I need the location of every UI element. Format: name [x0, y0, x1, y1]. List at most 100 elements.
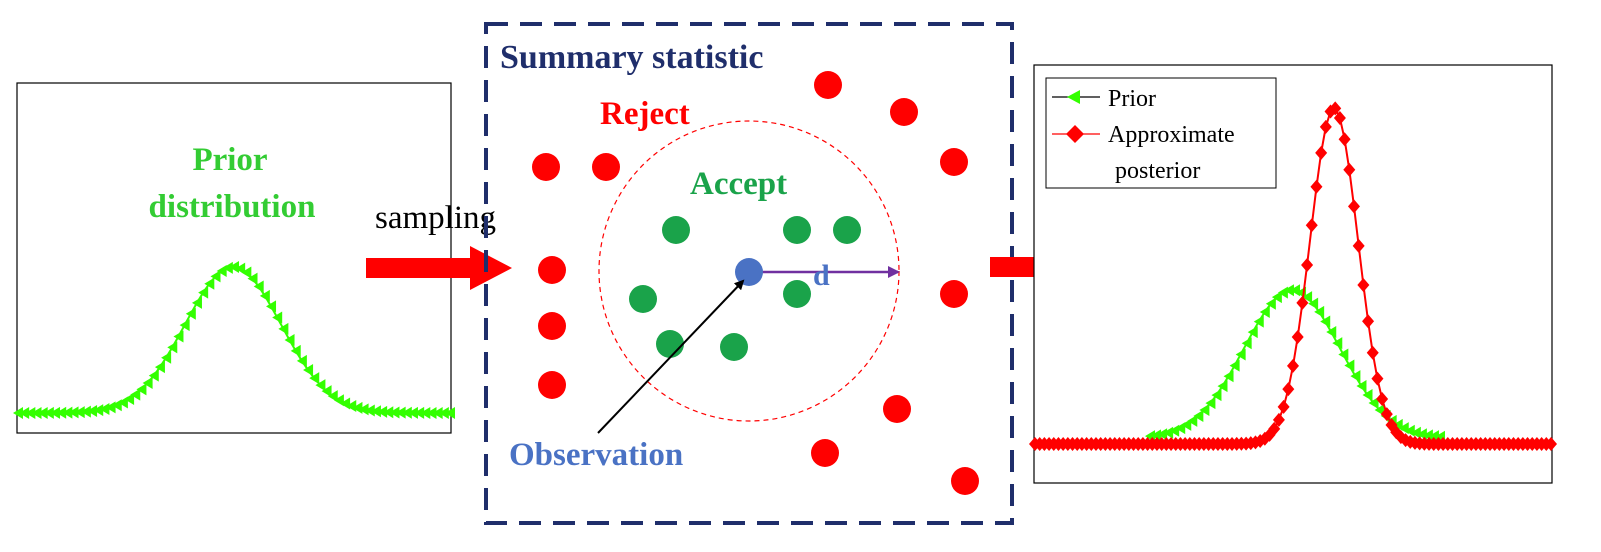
posterior-marker	[1347, 199, 1360, 214]
posterior-marker	[1319, 119, 1332, 134]
prior-marker	[1229, 359, 1240, 372]
rejected-sample	[883, 395, 911, 423]
prior-marker	[87, 405, 98, 418]
accepted-sample	[662, 216, 690, 244]
prior-marker	[303, 364, 314, 377]
prior-marker	[1271, 291, 1282, 304]
prior-marker	[272, 311, 283, 324]
posterior-marker	[1371, 371, 1384, 386]
prior-marker	[229, 261, 239, 274]
prior-marker	[266, 300, 277, 313]
prior-marker	[167, 341, 178, 354]
prior-title-line2: distribution	[149, 189, 316, 225]
prior-marker	[50, 406, 61, 419]
accepted-sample	[720, 333, 748, 361]
prior-marker	[56, 406, 67, 419]
rejected-sample	[538, 312, 566, 340]
prior-marker	[1265, 297, 1276, 310]
posterior-panel: Prior Approximate posterior	[1029, 64, 1557, 484]
posterior-marker	[1315, 145, 1328, 160]
prior-marker	[296, 354, 307, 367]
rejected-sample	[592, 153, 620, 181]
rejected-sample	[538, 256, 566, 284]
summary-panel: Summary statistic Reject Accept	[484, 22, 1014, 525]
accept-label: Accept	[690, 166, 787, 202]
prior-marker	[161, 351, 172, 364]
prior-marker	[43, 406, 54, 419]
prior-marker	[198, 286, 209, 299]
prior-marker	[191, 296, 202, 309]
rejected-sample	[532, 153, 560, 181]
prior-marker	[1332, 337, 1343, 350]
sampling-label: sampling	[375, 200, 496, 236]
prior-marker	[1223, 370, 1234, 383]
prior-marker	[438, 406, 449, 419]
rejected-sample	[940, 280, 968, 308]
prior-marker	[370, 405, 381, 418]
prior-title-line1: Prior	[192, 142, 267, 178]
accepted-sample	[629, 285, 657, 313]
accepted-sample	[783, 280, 811, 308]
prior-marker	[401, 406, 412, 419]
prior-marker	[37, 406, 48, 419]
posterior-marker	[1305, 218, 1318, 233]
distance-label: d	[813, 259, 830, 292]
observation-pointer-arrow	[597, 279, 745, 434]
prior-marker	[235, 262, 246, 275]
prior-marker	[1247, 326, 1258, 339]
prior-curve-right-markers	[1145, 284, 1445, 443]
prior-marker	[309, 372, 320, 385]
legend-prior-marker	[1067, 90, 1080, 104]
prior-marker	[1163, 426, 1174, 439]
prior-marker	[1181, 418, 1192, 431]
prior-marker	[247, 272, 258, 285]
prior-marker	[1344, 359, 1355, 372]
posterior-marker	[1380, 407, 1393, 422]
prior-marker	[414, 406, 425, 419]
prior-marker	[1368, 397, 1379, 410]
prior-marker	[204, 277, 215, 290]
posterior-marker	[1343, 162, 1356, 177]
posterior-marker	[1352, 238, 1365, 253]
prior-marker	[1235, 348, 1246, 361]
posterior-marker	[1545, 437, 1557, 451]
prior-marker	[1356, 380, 1367, 393]
prior-marker	[68, 406, 79, 419]
summary-title: Summary statistic	[500, 39, 763, 76]
prior-marker	[1362, 389, 1373, 402]
posterior-curve-markers	[1029, 101, 1557, 451]
prior-marker	[1410, 426, 1421, 439]
prior-marker	[1151, 429, 1162, 442]
prior-marker	[136, 383, 147, 396]
posterior-marker	[1357, 278, 1370, 293]
prior-marker	[1338, 348, 1349, 361]
prior-marker	[130, 388, 141, 401]
prior-marker	[80, 405, 91, 418]
prior-marker	[278, 322, 289, 335]
posterior-marker	[1291, 330, 1304, 345]
prior-marker	[154, 361, 165, 374]
prior-marker	[93, 404, 104, 417]
prior-marker	[1283, 284, 1294, 297]
legend-posterior-label-line2: posterior	[1115, 158, 1200, 184]
prior-marker	[124, 392, 135, 405]
rejected-sample	[951, 467, 979, 495]
prior-marker	[1187, 414, 1198, 427]
prior-marker	[346, 399, 357, 412]
prior-marker	[407, 406, 418, 419]
posterior-marker	[1282, 382, 1295, 397]
rejected-samples	[532, 71, 979, 495]
prior-marker	[327, 390, 338, 403]
prior-marker	[315, 379, 326, 392]
prior-marker	[222, 261, 233, 274]
posterior-marker	[1338, 132, 1351, 147]
prior-marker	[241, 266, 252, 279]
prior-marker	[1157, 428, 1168, 441]
prior-marker	[148, 369, 159, 382]
posterior-marker	[1376, 392, 1389, 407]
observation-label: Observation	[509, 437, 683, 473]
prior-marker	[179, 319, 190, 332]
prior-marker	[395, 406, 406, 419]
reject-label: Reject	[600, 96, 690, 132]
